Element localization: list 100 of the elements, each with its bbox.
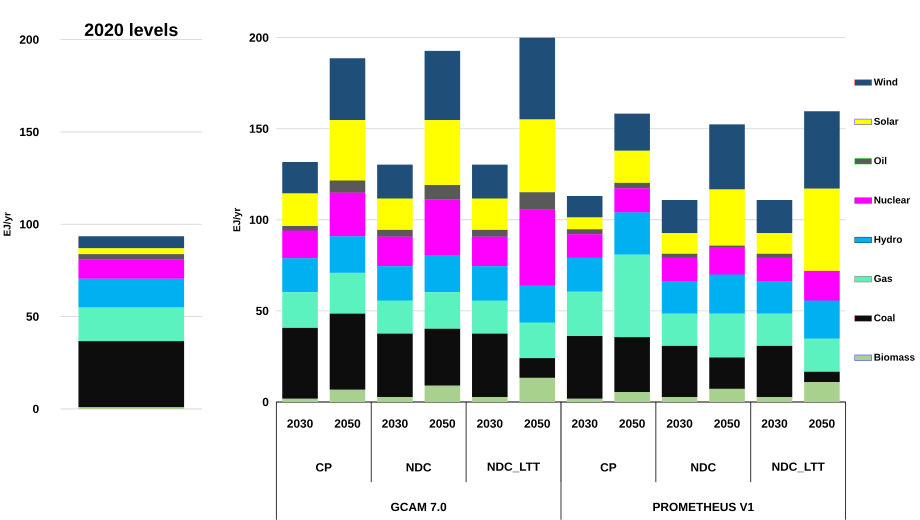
bar	[614, 392, 650, 402]
x-tick-label: 2050	[524, 419, 550, 428]
bar	[804, 382, 840, 402]
bar	[424, 184, 460, 200]
bar	[78, 254, 184, 260]
legend-label: Solar	[874, 117, 898, 125]
bar	[662, 254, 698, 258]
text: NDC	[406, 463, 432, 472]
bar	[709, 189, 745, 246]
bar	[377, 300, 413, 334]
bar	[519, 286, 556, 322]
bar	[78, 248, 184, 254]
bar	[78, 236, 184, 248]
bar	[662, 233, 698, 254]
bar	[566, 217, 602, 230]
y-tick-label: 200	[249, 33, 268, 42]
bar	[377, 334, 413, 397]
bar	[519, 358, 556, 378]
bar	[614, 212, 650, 255]
bar	[519, 119, 556, 192]
text: NDC_LTT	[772, 462, 825, 472]
legend-label: Gas	[874, 274, 892, 282]
bar	[709, 357, 745, 389]
bar	[756, 314, 792, 346]
x-tick-label: 2030	[666, 419, 692, 428]
bar	[472, 230, 508, 236]
bar	[330, 272, 366, 314]
bar	[282, 328, 318, 399]
bar	[282, 292, 318, 328]
x-tick-label: 2030	[762, 419, 788, 428]
bar	[282, 258, 318, 292]
y-tick-label: 150	[250, 124, 268, 133]
bar	[709, 274, 745, 314]
bar	[614, 254, 650, 338]
x-tick-label: 2030	[477, 419, 503, 428]
bar	[78, 307, 184, 342]
bar	[756, 396, 792, 402]
bar	[424, 292, 460, 329]
bar	[662, 314, 698, 346]
bar	[756, 200, 792, 234]
bar	[709, 246, 745, 274]
bar	[282, 162, 318, 194]
bar	[662, 257, 698, 281]
bar	[709, 314, 745, 358]
bar	[424, 50, 460, 120]
bar	[566, 234, 602, 258]
bar	[804, 300, 840, 339]
bar	[756, 233, 792, 254]
bar	[804, 270, 840, 300]
bar	[519, 192, 556, 210]
bar	[282, 193, 318, 226]
bar	[756, 257, 792, 281]
y-axis-title: EJ/yr	[233, 208, 242, 232]
bar	[566, 336, 602, 399]
bar	[756, 254, 792, 258]
text: CP	[600, 463, 616, 472]
bar	[472, 334, 508, 397]
bar	[709, 388, 745, 402]
bar	[472, 198, 508, 230]
bar	[78, 341, 184, 408]
bar	[330, 58, 366, 120]
bar	[804, 111, 840, 189]
y-tick-label: 0	[262, 398, 268, 406]
bar	[472, 300, 508, 334]
legend-label: Wind	[874, 78, 898, 86]
bar	[282, 230, 318, 258]
bar	[330, 120, 366, 180]
bar	[662, 200, 698, 234]
bar	[662, 396, 698, 402]
bar	[804, 372, 840, 382]
bar	[614, 150, 650, 183]
bar	[756, 346, 792, 397]
bar	[282, 398, 318, 402]
bar	[614, 182, 650, 188]
bar	[424, 328, 460, 386]
x-tick-label: 2030	[287, 419, 313, 428]
bar	[78, 259, 184, 279]
x-tick-label: 2030	[572, 419, 598, 428]
bar	[377, 236, 413, 266]
x-tick-label: 2050	[619, 419, 645, 428]
chart-title: 2020 levels	[84, 22, 178, 36]
legend-label: Coal	[874, 314, 895, 322]
legend-label: Biomass	[874, 353, 915, 361]
y-tick-label: 200	[20, 35, 39, 44]
bar	[709, 124, 745, 190]
text: PROMETHEUS V1	[653, 502, 754, 512]
x-tick-label: 2050	[334, 419, 360, 428]
bar	[566, 196, 602, 218]
y-tick-label: 50	[26, 312, 39, 321]
y-axis-title: EJ/yr	[3, 212, 13, 236]
bar	[377, 266, 413, 300]
bar	[566, 229, 602, 234]
bar	[614, 337, 650, 392]
bar	[282, 226, 318, 230]
bar	[566, 291, 602, 336]
bar	[519, 322, 556, 358]
bar	[377, 198, 413, 230]
bar	[662, 346, 698, 397]
text: NDC	[691, 463, 716, 472]
bar	[424, 385, 460, 402]
